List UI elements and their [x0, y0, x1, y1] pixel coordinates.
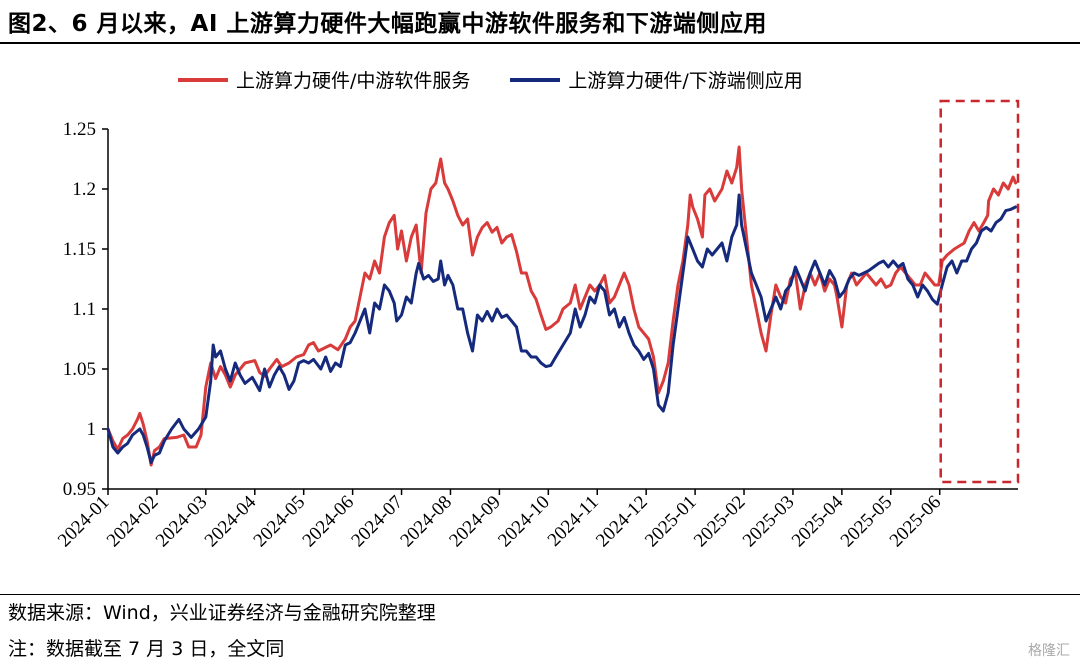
series-line-2	[106, 193, 1018, 465]
chart-highlight	[939, 99, 1020, 484]
series-line-1	[106, 145, 1018, 467]
x-tick-label: 2024-10	[494, 492, 554, 552]
bottom-rule	[0, 594, 1080, 595]
legend-label-series2: 上游算力硬件/下游端侧应用	[568, 70, 803, 92]
x-tick-label: 2024-04	[201, 491, 261, 551]
x-tick-label: 2024-11	[544, 492, 603, 551]
x-tick-label: 2024-07	[347, 492, 407, 552]
x-tick-label: 2025-01	[641, 492, 701, 552]
y-tick-label: 1	[87, 419, 97, 440]
highlight-box	[939, 99, 1020, 484]
y-tick-label: 1.1	[72, 299, 96, 320]
legend-swatch-series1	[178, 77, 228, 82]
y-tick-label: 1.15	[63, 239, 96, 260]
source-note: 数据来源：Wind，兴业证券经济与金融研究院整理	[8, 602, 436, 624]
chart-title: 图2、6 月以来，AI 上游算力硬件大幅跑赢中游软件服务和下游端侧应用	[8, 11, 767, 37]
x-tick-label: 2025-06	[886, 492, 946, 552]
y-tick-label: 1.2	[72, 179, 96, 200]
x-tick-label: 2024-02	[103, 492, 163, 552]
x-tick-label: 2025-02	[690, 492, 750, 552]
legend-item-series2: 上游算力硬件/下游端侧应用	[510, 66, 803, 93]
x-tick-label: 2024-03	[152, 492, 212, 552]
legend-label-series1: 上游算力硬件/中游软件服务	[236, 70, 471, 92]
x-tick-label: 2025-04	[788, 491, 848, 551]
watermark: 格隆汇	[1028, 643, 1070, 659]
line-chart: 0.9511.051.11.151.21.252024-012024-02202…	[54, 99, 1020, 551]
x-tick-label: 2024-08	[396, 492, 456, 552]
y-tick-label: 0.95	[63, 479, 96, 500]
date-note: 注：数据截至 7 月 3 日，全文同	[8, 638, 285, 660]
legend: 上游算力硬件/中游软件服务 上游算力硬件/下游端侧应用	[178, 66, 843, 93]
chart-series	[106, 145, 1018, 467]
top-rule	[0, 42, 1080, 44]
legend-swatch-series2	[510, 77, 561, 82]
x-tick-label: 2025-03	[739, 492, 799, 552]
y-tick-label: 1.25	[63, 119, 96, 140]
legend-item-series1: 上游算力硬件/中游软件服务	[178, 66, 470, 93]
chart-axes: 0.9511.051.11.151.21.252024-012024-02202…	[54, 119, 1018, 551]
x-tick-label: 2024-12	[592, 492, 652, 552]
x-tick-label: 2025-05	[837, 492, 897, 552]
x-tick-label: 2024-01	[54, 492, 114, 552]
x-tick-label: 2024-09	[445, 492, 505, 552]
x-tick-label: 2024-06	[299, 492, 359, 552]
y-tick-label: 1.05	[63, 359, 96, 380]
x-tick-label: 2024-05	[250, 492, 310, 552]
